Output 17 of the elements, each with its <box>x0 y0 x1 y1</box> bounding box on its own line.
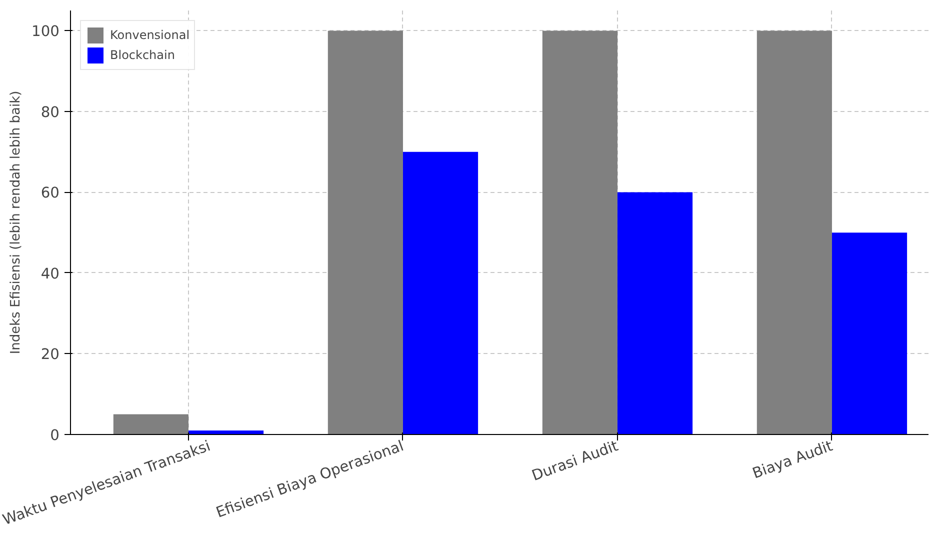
x-tick-label: Biaya Audit <box>750 437 836 482</box>
y-tick-label: 100 <box>32 23 60 40</box>
bar <box>617 192 693 434</box>
bar <box>542 30 618 434</box>
y-axis-title: Indeks Efisiensi (lebih rendah lebih baik) <box>8 90 24 354</box>
legend-label: Konvensional <box>110 28 190 42</box>
bar <box>832 232 908 434</box>
y-tick-label: 60 <box>40 184 60 202</box>
bar <box>328 30 403 434</box>
bar <box>756 30 832 434</box>
y-tick-label: 0 <box>50 427 60 444</box>
y-tick-label: 20 <box>40 346 60 364</box>
legend-label: Blockchain <box>110 48 175 62</box>
y-tick-label: 80 <box>40 104 60 121</box>
bar <box>402 152 478 434</box>
y-tick-label: 40 <box>40 265 60 282</box>
bar <box>113 414 188 434</box>
